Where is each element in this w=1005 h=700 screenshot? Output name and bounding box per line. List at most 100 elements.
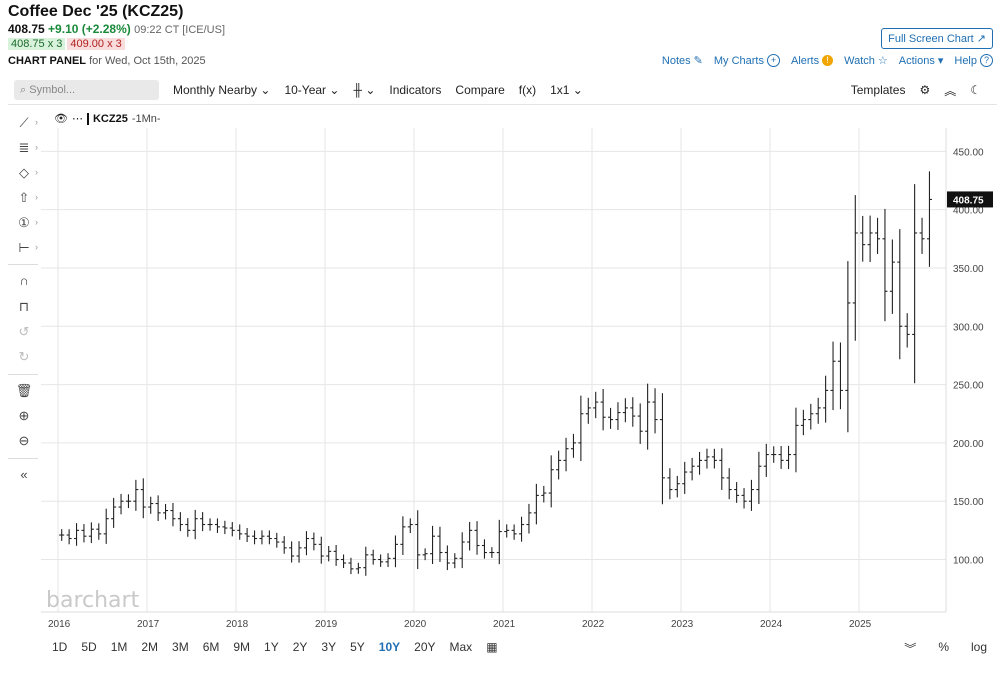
ohlc-bar [674, 475, 680, 498]
eye-icon[interactable]: 👁 [54, 113, 68, 125]
compare-button[interactable]: Compare [455, 83, 505, 97]
calendar-icon[interactable]: ▦ [486, 640, 498, 654]
period-5y[interactable]: 5Y [350, 640, 365, 654]
instrument-title: Coffee Dec '25 (KCZ25) [8, 3, 184, 20]
ohlc-bar [912, 184, 918, 384]
chevron-right-icon[interactable]: › [35, 117, 38, 127]
chevron-down-icon: ⌄ [260, 83, 271, 97]
period-max[interactable]: Max [449, 640, 473, 654]
ohlc-bar [652, 388, 658, 434]
fx-button[interactable]: f(x) [518, 83, 537, 97]
period-1y[interactable]: 1Y [264, 640, 279, 654]
ohlc-bar [274, 532, 280, 548]
ohlc-bar [600, 388, 606, 431]
y-tick-label: 250.00 [953, 381, 984, 392]
chart-panel-label: CHART PANEL for Wed, Oct 15th, 2025 [8, 55, 206, 67]
period-2m[interactable]: 2M [141, 640, 159, 654]
x-tick-label: 2019 [315, 619, 338, 630]
period-3y[interactable]: 3Y [321, 640, 337, 654]
expand-down-icon[interactable]: ︾ [904, 642, 917, 656]
collapse-left-icon[interactable]: « [20, 467, 28, 482]
alerts-link[interactable]: Alerts! [791, 54, 834, 67]
bid-badge: 408.75 x 3 [8, 38, 66, 50]
aggregation-select[interactable]: Monthly Nearby ⌄ [173, 83, 270, 97]
period-2y[interactable]: 2Y [292, 640, 308, 654]
period-6m[interactable]: 6M [202, 640, 220, 654]
last-price-marker: 408.75 [947, 191, 993, 208]
percent-toggle[interactable]: % [938, 640, 949, 654]
period-9m[interactable]: 9M [233, 640, 251, 654]
more-dots-icon[interactable]: ⋯ [71, 113, 83, 125]
range-label: 10-Year [284, 83, 327, 97]
chevron-right-icon[interactable]: › [35, 192, 38, 202]
ohlc-bar [207, 518, 213, 531]
period-10y[interactable]: 10Y [378, 640, 401, 654]
trash-icon[interactable]: 🗑 [15, 383, 33, 398]
redo-icon[interactable]: ↻ [18, 349, 30, 364]
symbol-search-input[interactable]: ⌕ Symbol... [14, 80, 159, 100]
zoom-out-icon[interactable]: ⊖ [18, 433, 30, 448]
watch-link[interactable]: Watch ☆ [844, 54, 888, 68]
notes-link[interactable]: Notes ✎ [662, 54, 703, 68]
ohlc-bar [593, 391, 599, 419]
fibonacci-tool-icon[interactable]: ≣ [18, 140, 30, 155]
chevron-right-icon[interactable]: › [35, 167, 38, 177]
layout-select[interactable]: 1x1 ⌄ [550, 83, 583, 97]
ohlc-bar [481, 539, 487, 559]
help-link[interactable]: Help? [954, 54, 993, 67]
log-toggle[interactable]: log [970, 640, 987, 654]
collapse-up-icon[interactable]: ︽ [944, 83, 957, 98]
shapes-tool-icon[interactable]: ◇ [19, 165, 29, 180]
my-charts-link[interactable]: My Charts + [714, 54, 780, 67]
indicators-button[interactable]: Indicators [389, 83, 442, 97]
period-3m[interactable]: 3M [172, 640, 189, 654]
ohlc-bar [622, 398, 628, 423]
magnet-icon[interactable]: ∩ [19, 273, 29, 288]
legend-period: -1Mn- [131, 112, 161, 125]
ohlc-bar [563, 437, 569, 472]
question-icon: ? [980, 54, 993, 67]
period-1m[interactable]: 1M [110, 640, 128, 654]
y-axis: 100.00 150.00 200.00 250.00 300.00 350.00 400.… [953, 147, 984, 566]
ohlc-bar [667, 468, 673, 500]
ohlc-bar [392, 535, 398, 568]
templates-button[interactable]: Templates [850, 83, 906, 97]
ohlc-bar [444, 545, 450, 571]
tools-divider [8, 374, 38, 375]
ask-badge: 409.00 x 3 [67, 38, 125, 50]
bar-type-select[interactable]: ╫ ⌄ [353, 83, 375, 97]
ohlc-bar [519, 516, 525, 542]
zoom-in-icon[interactable]: ⊕ [18, 408, 30, 423]
actions-menu[interactable]: Actions ▾ [899, 54, 944, 68]
quote-line: 408.75 +9.10 (+2.28%) 09:22 CT [ICE/US] [8, 22, 225, 36]
ohlc-bar [237, 524, 243, 540]
arrow-up-tool-icon[interactable]: ⇧ [18, 190, 30, 205]
ohlc-bar [556, 450, 562, 480]
dark-mode-moon-icon[interactable]: ☾ [970, 83, 981, 97]
ohlc-bar [548, 455, 554, 508]
quote-time: 09:22 CT [ICE/US] [134, 24, 226, 36]
period-5d[interactable]: 5D [81, 640, 97, 654]
period-1d[interactable]: 1D [52, 640, 68, 654]
chevron-right-icon[interactable]: › [35, 242, 38, 252]
ohlc-bar [333, 544, 339, 566]
annotation-tool-icon[interactable]: ① [18, 215, 30, 230]
tools-divider [8, 458, 38, 459]
measure-tool-icon[interactable]: ⊢ [18, 240, 30, 255]
chevron-right-icon[interactable]: › [35, 142, 38, 152]
ohlc-bars-icon: ╫ [353, 83, 362, 97]
period-20y[interactable]: 20Y [414, 640, 436, 654]
full-screen-chart-button[interactable]: Full Screen Chart ↗ [881, 28, 993, 49]
undo-icon[interactable]: ↺ [18, 324, 30, 339]
ohlc-bar [229, 522, 235, 537]
ohlc-bar [645, 383, 651, 450]
unlock-icon[interactable]: ⊓ [18, 299, 30, 314]
chevron-right-icon[interactable]: › [35, 217, 38, 227]
settings-gear-icon[interactable]: ⚙ [919, 83, 931, 97]
trendline-tool-icon[interactable]: ⟋ [19, 115, 29, 130]
aggregation-label: Monthly Nearby [173, 83, 258, 97]
x-tick-label: 2021 [493, 619, 516, 630]
alert-icon: ! [822, 55, 834, 66]
range-select[interactable]: 10-Year ⌄ [284, 83, 339, 97]
